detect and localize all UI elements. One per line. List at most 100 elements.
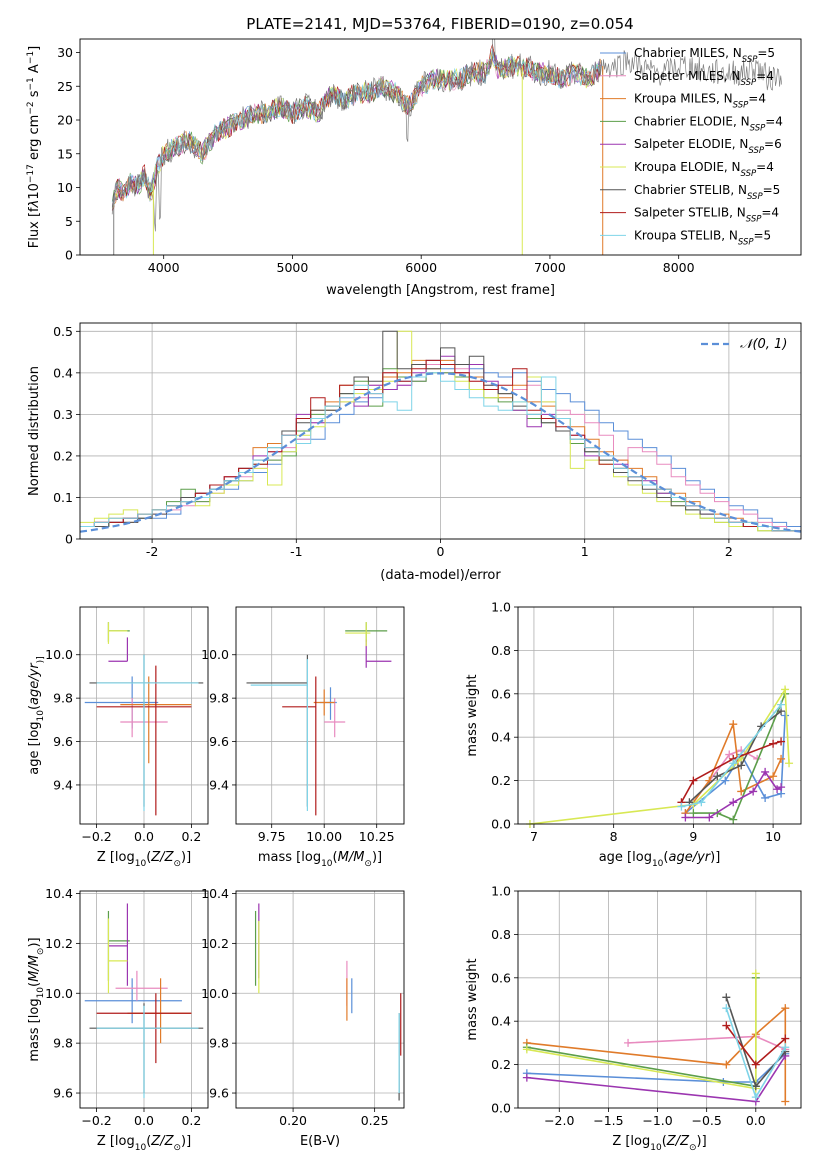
legend-entry-sub: SSP: [741, 78, 757, 88]
spectrum-ytick-label: 5: [65, 214, 73, 229]
mass-vs-EBV-panel: 0.20 0.25 9.6 9.8 10.0 10.2 10.4 E(B-V): [201, 886, 405, 1149]
weight-vs-Z-point-marker: [624, 1038, 633, 1047]
legend-entry-sub: SSP: [733, 101, 749, 111]
mass-vs-EBV-ytick-label: 9.6: [209, 1086, 229, 1101]
spectrum-data-line: [111, 39, 783, 232]
weight-vs-Z-point-marker: [722, 993, 731, 1002]
weight-vs-age-xtick-label: 8: [610, 829, 618, 844]
legend-entry-label: Kroupa ELODIE, N: [634, 160, 741, 174]
mass-vs-EBV-xtick-label: 0.20: [279, 1113, 307, 1128]
legend-entry-count: =4: [748, 92, 766, 106]
age-vs-mass-xlabel-part: mass [log: [258, 850, 321, 865]
spectrum-ytick-label: 15: [57, 146, 73, 161]
spectrum-ylabel-part: −17: [26, 164, 36, 183]
weight-vs-Z-point-marker: [722, 1004, 731, 1013]
legend-entry-label: Salpeter MILES, N: [634, 69, 741, 83]
mass-vs-Z-xlabel-part: 10: [135, 1143, 147, 1153]
age-vs-Z-xtick-label: 0.0: [134, 829, 154, 844]
age-vs-Z-ylabel-part: age [log: [27, 721, 42, 774]
spectrum-xtick-label: 4000: [148, 260, 180, 275]
residuals-ylabel: Normed distribution: [27, 366, 42, 496]
mass-vs-EBV-ytick-label: 10.0: [201, 986, 229, 1001]
weight-vs-Z-point-marker: [751, 969, 760, 978]
residuals-ytick-label: 0.4: [53, 365, 73, 380]
weight-vs-Z-point-marker: [781, 1034, 790, 1043]
weight-vs-Z-series-line: [526, 973, 757, 1090]
residuals-xtick-label: -1: [290, 544, 302, 559]
spectrum-ylabel-part: −1: [26, 77, 36, 90]
mass-vs-Z-xtick-label: 0.2: [181, 1113, 201, 1128]
age-vs-Z-xtick-label: −0.2: [81, 829, 111, 844]
residuals-ytick-label: 0: [65, 532, 73, 547]
age-vs-Z-ytick-label: 10.0: [45, 647, 73, 662]
gaussian-legend-label: 𝒩(0, 1): [740, 337, 787, 352]
weight-vs-age-xtick-label: 10: [765, 829, 781, 844]
weight-vs-age-series-line: [529, 686, 790, 824]
age-vs-mass-xlabel-part: (: [333, 850, 338, 865]
weight-vs-Z-ytick-label: 0.6: [491, 970, 511, 985]
weight-vs-age-point-marker: [729, 720, 738, 729]
age-vs-mass-xlabel-part: 10: [321, 859, 333, 869]
spectrum-model-line: [111, 54, 601, 202]
mass-vs-Z-xlabel-part: ⊙: [173, 1143, 181, 1153]
weight-vs-age-point-marker: [729, 815, 738, 824]
mass-vs-Z-panel: −0.2 0.0 0.29.69.810.010.210.4Z [log10(Z/Z…: [27, 886, 209, 1153]
mass-vs-Z-ylabel-part: ⊙: [36, 948, 46, 956]
figure-title: PLATE=2141, MJD=53764, FIBERID=0190, z=0…: [246, 15, 633, 33]
weight-vs-age-point-marker: [729, 798, 738, 807]
legend-entry: Chabrier ELODIE, NSSP=4: [634, 114, 783, 133]
legend-entry: Salpeter ELODIE, NSSP=6: [634, 137, 782, 156]
legend-entry-sub: SSP: [742, 55, 758, 65]
legend-entry-count: =6: [764, 137, 782, 151]
weight-vs-age-series-line: [692, 749, 758, 803]
weight-vs-age-xlabel-part: age [log: [599, 850, 652, 865]
weight-vs-age-point-marker: [785, 759, 794, 768]
spectrum-ytick-label: 25: [57, 79, 73, 94]
weight-vs-age-series-line: [688, 710, 782, 803]
weight-vs-Z-xlabel: Z [log10(Z/Z⊙)]: [612, 1134, 706, 1153]
legend-entry: Salpeter MILES, NSSP=4: [634, 69, 774, 88]
spectrum-ylabel-part: s: [27, 90, 42, 101]
weight-vs-Z-series-line: [526, 977, 757, 1088]
weight-vs-age-ytick-label: 0.4: [491, 730, 511, 745]
weight-vs-age-ytick-label: 0.2: [491, 773, 511, 788]
weight-vs-age-point-marker: [781, 685, 790, 694]
gaussian-curve: [80, 372, 801, 533]
legend-entry-label: Chabrier STELIB, N: [634, 183, 747, 197]
mass-vs-Z-xlabel: Z [log10(Z/Z⊙)]: [97, 1134, 191, 1153]
age-vs-mass-xtick-label: 10.00: [306, 829, 342, 844]
age-vs-Z-frame: [79, 606, 209, 825]
age-vs-Z-ylabel-part: age/yr: [27, 662, 42, 705]
legend-entry-label: Salpeter ELODIE, N: [634, 137, 748, 151]
weight-vs-Z-point-marker: [751, 1093, 760, 1102]
legend-entry-sub: SSP: [747, 192, 763, 202]
weight-vs-Z-ytick-label: 1.0: [491, 884, 511, 899]
weight-vs-Z-ytick-label: 0.0: [491, 1101, 511, 1116]
legend-entry: Kroupa MILES, NSSP=4: [634, 92, 766, 111]
weight-vs-Z-point-marker: [722, 1060, 731, 1069]
age-vs-Z-ytick-label: 9.4: [53, 777, 73, 792]
weight-vs-age-xlabel-part: age/yr: [668, 850, 711, 865]
spectrum-ytick-label: 20: [57, 113, 73, 128]
spectrum-ytick-label: 0: [65, 248, 73, 263]
weight-vs-age-point-marker: [761, 793, 770, 802]
weight-vs-age-xtick-label: 7: [530, 829, 538, 844]
weight-vs-Z-point-marker: [751, 1082, 760, 1091]
mass-vs-Z-ylabel-part: (: [27, 982, 42, 987]
mass-vs-Z-xtick-label: −0.2: [81, 1113, 111, 1128]
mass-vs-EBV-ytick-label: 9.8: [209, 1036, 229, 1051]
age-vs-Z-xlabel-part: 10: [135, 859, 147, 869]
weight-vs-age-point-marker: [737, 787, 746, 796]
legend-entry-count: =4: [765, 114, 783, 128]
mass-vs-Z-ytick-label: 9.6: [53, 1086, 73, 1101]
spectrum-xtick-label: 6000: [405, 260, 437, 275]
weight-vs-age-point-marker: [737, 761, 746, 770]
weight-vs-age-point-marker: [689, 776, 698, 785]
legend-entry-label: Kroupa STELIB, N: [634, 228, 738, 242]
age-vs-Z-xlabel-part: )]: [181, 850, 191, 865]
weight-vs-Z-panel: −2.0 −1.5 −1.0 −0.5 0.0 0.0 0.2 0.4 0.6 0.8 1.0 Z […: [465, 884, 802, 1153]
residuals-xlabel: (data-model)/error: [380, 568, 501, 583]
spectrum-ytick-label: 10: [57, 180, 73, 195]
spectrum-ylabel-part: Flux [f: [27, 207, 42, 248]
